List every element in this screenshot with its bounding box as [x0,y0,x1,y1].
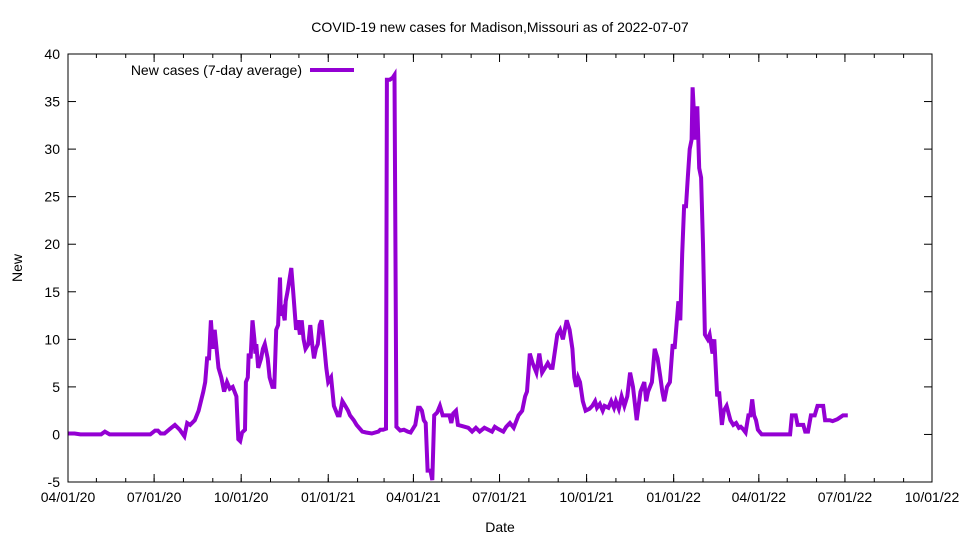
y-tick-label: 10 [44,331,60,347]
x-tick-label: 10/01/20 [214,489,269,505]
x-tick-label: 07/01/20 [127,489,182,505]
x-tick-label: 10/01/21 [559,489,614,505]
x-tick-label: 10/01/22 [905,489,960,505]
x-tick-label: 07/01/21 [472,489,527,505]
x-tick-label: 04/01/20 [41,489,96,505]
legend: New cases (7-day average) [131,62,354,78]
series-group [68,68,848,481]
x-tick-label: 04/01/21 [386,489,441,505]
y-axis-label: New [9,253,25,282]
y-tick-label: 20 [44,236,60,252]
y-axis: -5 0 5 10 15 20 25 30 35 40 [44,46,932,490]
y-tick-label: 5 [52,379,60,395]
y-tick-label: -5 [48,474,61,490]
legend-label: New cases (7-day average) [131,62,302,78]
x-axis-label: Date [485,519,515,535]
series-line [68,68,848,481]
x-tick-label: 07/01/22 [818,489,873,505]
y-tick-label: 0 [52,426,60,442]
chart-title: COVID-19 new cases for Madison,Missouri … [311,19,689,35]
x-tick-label: 01/01/21 [301,489,356,505]
y-tick-label: 15 [44,284,60,300]
y-tick-label: 30 [44,141,60,157]
y-tick-label: 40 [44,46,60,62]
x-tick-label: 01/01/22 [646,489,701,505]
x-axis: 04/01/20 07/01/20 10/01/20 01/01/21 04/01/21… [41,54,960,505]
x-tick-label: 04/01/22 [732,489,787,505]
y-tick-label: 25 [44,189,60,205]
y-tick-label: 35 [44,94,60,110]
plot-border [67,53,933,483]
